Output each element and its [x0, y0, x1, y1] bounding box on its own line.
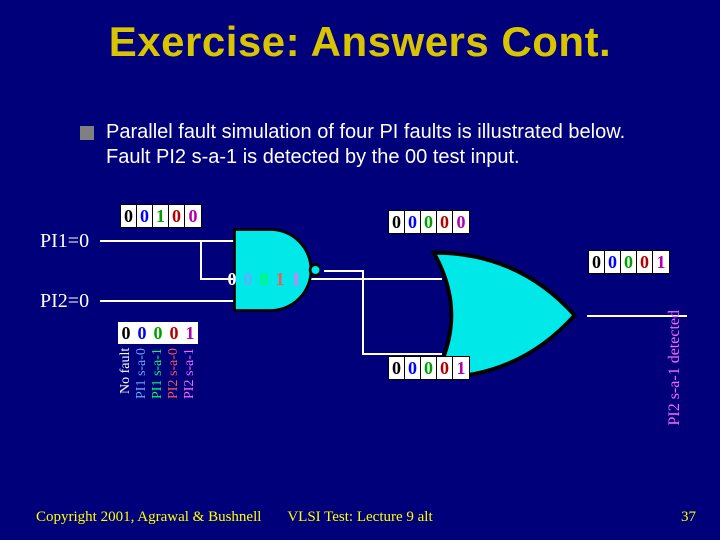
legend-item: PI1 s-a-1	[150, 348, 166, 438]
bit-cell: 0	[389, 357, 405, 379]
bit-cell: 0	[240, 268, 256, 290]
bullet-icon	[80, 126, 94, 140]
page-title: Exercise: Answers Cont.	[0, 18, 720, 66]
pi1-label: PI1=0	[40, 230, 89, 253]
legend-item: PI2 s-a-1	[182, 348, 198, 438]
bit-cell: 0	[137, 205, 153, 227]
bit-cell: 0	[605, 251, 621, 273]
pi2-label: PI2=0	[40, 290, 89, 313]
wire	[100, 300, 236, 302]
bit-cell: 0	[166, 322, 182, 344]
bit-cell: 0	[421, 357, 437, 379]
legend-item: No fault	[118, 348, 134, 438]
bit-cell: 0	[150, 322, 166, 344]
bit-cell: 0	[637, 251, 653, 273]
bit-cell: 0	[224, 268, 240, 290]
detected-label: PI2 s-a-1 detected	[666, 310, 684, 426]
bullet-text: Parallel fault simulation of four PI fau…	[106, 120, 670, 170]
footer-lecture: VLSI Test: Lecture 9 alt	[0, 509, 720, 526]
bit-cell: 1	[182, 322, 198, 344]
bitvec-nand: 00011	[224, 268, 304, 290]
bit-cell: 0	[621, 251, 637, 273]
bit-cell: 1	[272, 268, 288, 290]
bitvec-pi1: 00100	[120, 204, 202, 228]
wire	[200, 240, 202, 278]
bit-cell: 1	[153, 205, 169, 227]
bit-cell: 0	[453, 211, 469, 233]
bit-cell: 1	[653, 251, 669, 273]
bit-cell: 0	[389, 211, 405, 233]
bit-cell: 0	[437, 357, 453, 379]
wire	[324, 270, 364, 272]
bit-cell: 0	[118, 322, 134, 344]
bitvec-final: 00001	[388, 356, 470, 380]
wire	[362, 270, 364, 353]
bit-cell: 0	[256, 268, 272, 290]
bit-cell: 0	[134, 322, 150, 344]
legend-item: PI2 s-a-0	[166, 348, 182, 438]
bit-cell: 0	[437, 211, 453, 233]
bit-cell: 0	[185, 205, 201, 227]
legend: No faultPI1 s-a-0PI1 s-a-1PI2 s-a-0PI2 s…	[118, 348, 198, 438]
bit-cell: 0	[405, 211, 421, 233]
bitvec-or: 00001	[588, 250, 670, 274]
bit-cell: 0	[169, 205, 185, 227]
bullet-row: Parallel fault simulation of four PI fau…	[80, 120, 670, 170]
bitvec-pi2: 00001	[118, 322, 198, 344]
wire	[100, 240, 236, 242]
bit-cell: 0	[405, 357, 421, 379]
bit-cell: 1	[453, 357, 469, 379]
bit-cell: 1	[288, 268, 304, 290]
legend-item: PI1 s-a-0	[134, 348, 150, 438]
bit-cell: 0	[121, 205, 137, 227]
bitvec-nor: 00000	[388, 210, 470, 234]
slide: Exercise: Answers Cont. Parallel fault s…	[0, 0, 720, 540]
bit-cell: 0	[589, 251, 605, 273]
bit-cell: 0	[421, 211, 437, 233]
footer-page-number: 37	[681, 509, 696, 526]
